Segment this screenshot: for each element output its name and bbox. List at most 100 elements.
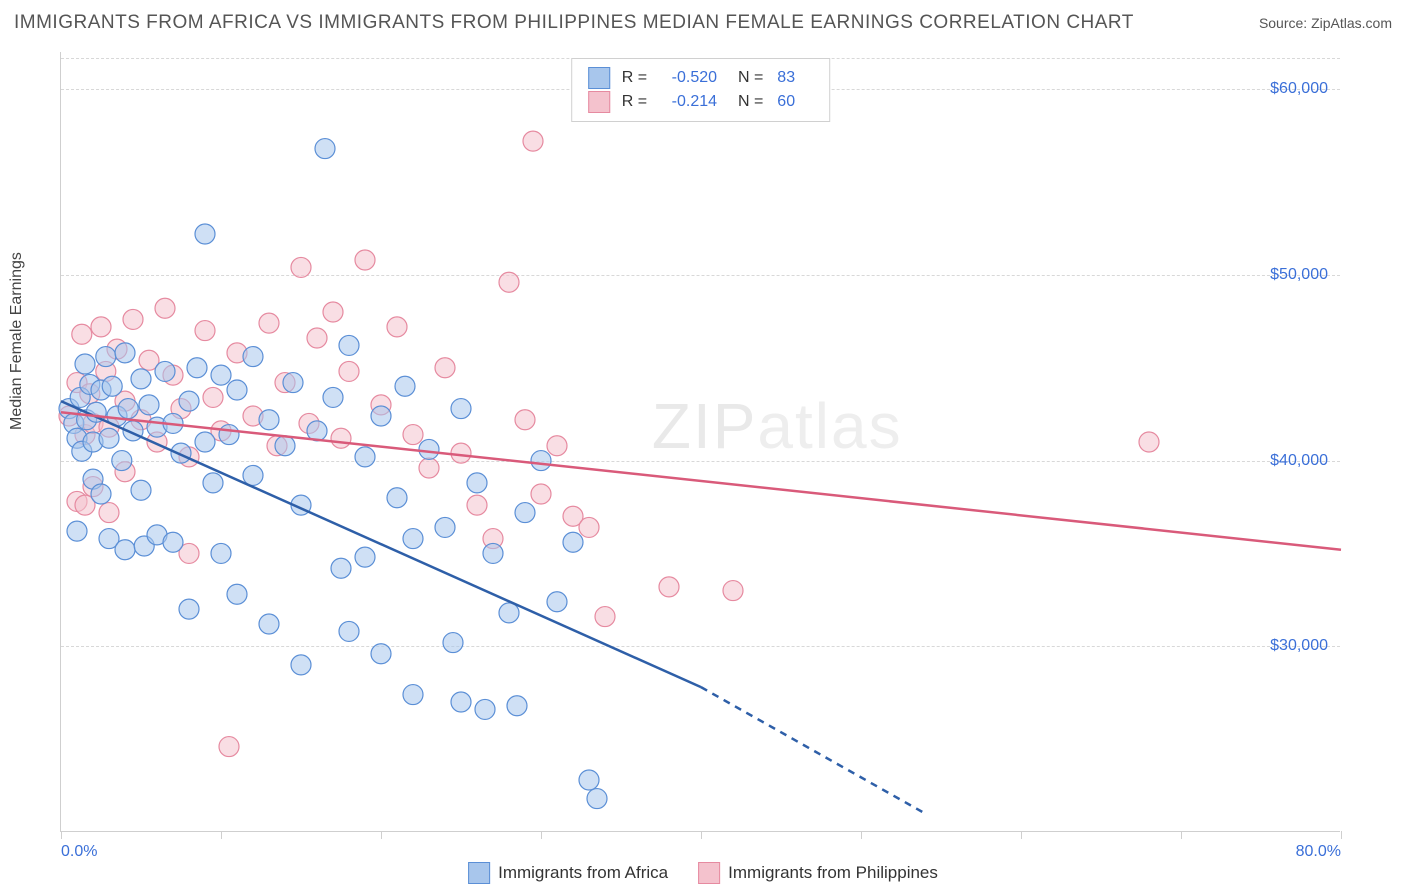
data-point <box>499 272 519 292</box>
data-point <box>435 358 455 378</box>
data-point <box>579 770 599 790</box>
data-point <box>291 257 311 277</box>
data-point <box>595 607 615 627</box>
data-point <box>451 399 471 419</box>
data-point <box>1139 432 1159 452</box>
data-point <box>523 131 543 151</box>
data-point <box>243 347 263 367</box>
data-point <box>515 503 535 523</box>
data-point <box>179 391 199 411</box>
x-tick <box>701 831 702 839</box>
data-point <box>259 614 279 634</box>
bottom-legend-philippines: Immigrants from Philippines <box>698 862 938 884</box>
data-point <box>371 406 391 426</box>
data-point <box>96 347 116 367</box>
legend-row-africa: R = -0.520 N = 83 <box>588 67 814 89</box>
x-tick <box>221 831 222 839</box>
data-point <box>203 473 223 493</box>
data-point <box>387 488 407 508</box>
x-tick-label: 0.0% <box>61 843 97 861</box>
data-point <box>563 532 583 552</box>
data-point <box>102 376 122 396</box>
data-point <box>75 354 95 374</box>
data-point <box>211 365 231 385</box>
data-point <box>467 495 487 515</box>
data-point <box>315 139 335 159</box>
data-point <box>547 436 567 456</box>
legend-label-philippines: Immigrants from Philippines <box>728 863 938 883</box>
data-point <box>443 633 463 653</box>
data-point <box>171 443 191 463</box>
data-point <box>259 410 279 430</box>
data-point <box>72 324 92 344</box>
x-tick <box>61 831 62 839</box>
data-point <box>475 699 495 719</box>
r-label: R = <box>622 93 647 111</box>
correlation-legend: R = -0.520 N = 83 R = -0.214 N = 60 <box>571 58 831 122</box>
data-point <box>331 428 351 448</box>
data-point <box>195 432 215 452</box>
data-point <box>219 425 239 445</box>
x-tick <box>1021 831 1022 839</box>
data-point <box>118 399 138 419</box>
x-tick <box>381 831 382 839</box>
data-point <box>203 387 223 407</box>
data-point <box>163 532 183 552</box>
data-point <box>115 540 135 560</box>
data-point <box>291 655 311 675</box>
data-point <box>419 458 439 478</box>
x-tick-label: 80.0% <box>1296 843 1341 861</box>
data-point <box>179 599 199 619</box>
data-point <box>547 592 567 612</box>
regression-line-extrapolated <box>701 687 925 813</box>
data-point <box>403 425 423 445</box>
data-point <box>67 521 87 541</box>
data-point <box>371 644 391 664</box>
data-point <box>227 380 247 400</box>
n-label: N = <box>729 69 763 87</box>
bottom-legend-africa: Immigrants from Africa <box>468 862 668 884</box>
data-point <box>483 543 503 563</box>
data-point <box>451 692 471 712</box>
data-point <box>331 558 351 578</box>
data-point <box>91 484 111 504</box>
source-name: ZipAtlas.com <box>1311 15 1392 31</box>
data-point <box>131 480 151 500</box>
data-point <box>339 621 359 641</box>
data-point <box>339 335 359 355</box>
data-point <box>243 465 263 485</box>
plot-area: ZIPatlas $30,000$40,000$50,000$60,000 0.… <box>60 52 1340 832</box>
data-point <box>99 503 119 523</box>
data-point <box>451 443 471 463</box>
chart-title: IMMIGRANTS FROM AFRICA VS IMMIGRANTS FRO… <box>14 12 1134 34</box>
data-point <box>395 376 415 396</box>
data-point <box>403 529 423 549</box>
r-value-philippines: -0.214 <box>655 93 717 111</box>
data-point <box>507 696 527 716</box>
data-point <box>355 547 375 567</box>
data-point <box>99 428 119 448</box>
data-point <box>499 603 519 623</box>
data-point <box>131 369 151 389</box>
x-tick <box>541 831 542 839</box>
swatch-africa <box>588 67 610 89</box>
data-point <box>587 789 607 809</box>
data-point <box>283 373 303 393</box>
data-point <box>211 543 231 563</box>
data-point <box>195 321 215 341</box>
data-point <box>155 361 175 381</box>
data-point <box>307 328 327 348</box>
swatch-philippines <box>698 862 720 884</box>
data-point <box>195 224 215 244</box>
data-point <box>435 517 455 537</box>
data-point <box>227 584 247 604</box>
r-value-africa: -0.520 <box>655 69 717 87</box>
r-label: R = <box>622 69 647 87</box>
data-point <box>112 451 132 471</box>
title-bar: IMMIGRANTS FROM AFRICA VS IMMIGRANTS FRO… <box>14 12 1392 34</box>
data-point <box>155 298 175 318</box>
data-point <box>139 395 159 415</box>
data-point <box>339 361 359 381</box>
y-axis-label: Median Female Earnings <box>8 252 26 430</box>
data-point <box>419 439 439 459</box>
